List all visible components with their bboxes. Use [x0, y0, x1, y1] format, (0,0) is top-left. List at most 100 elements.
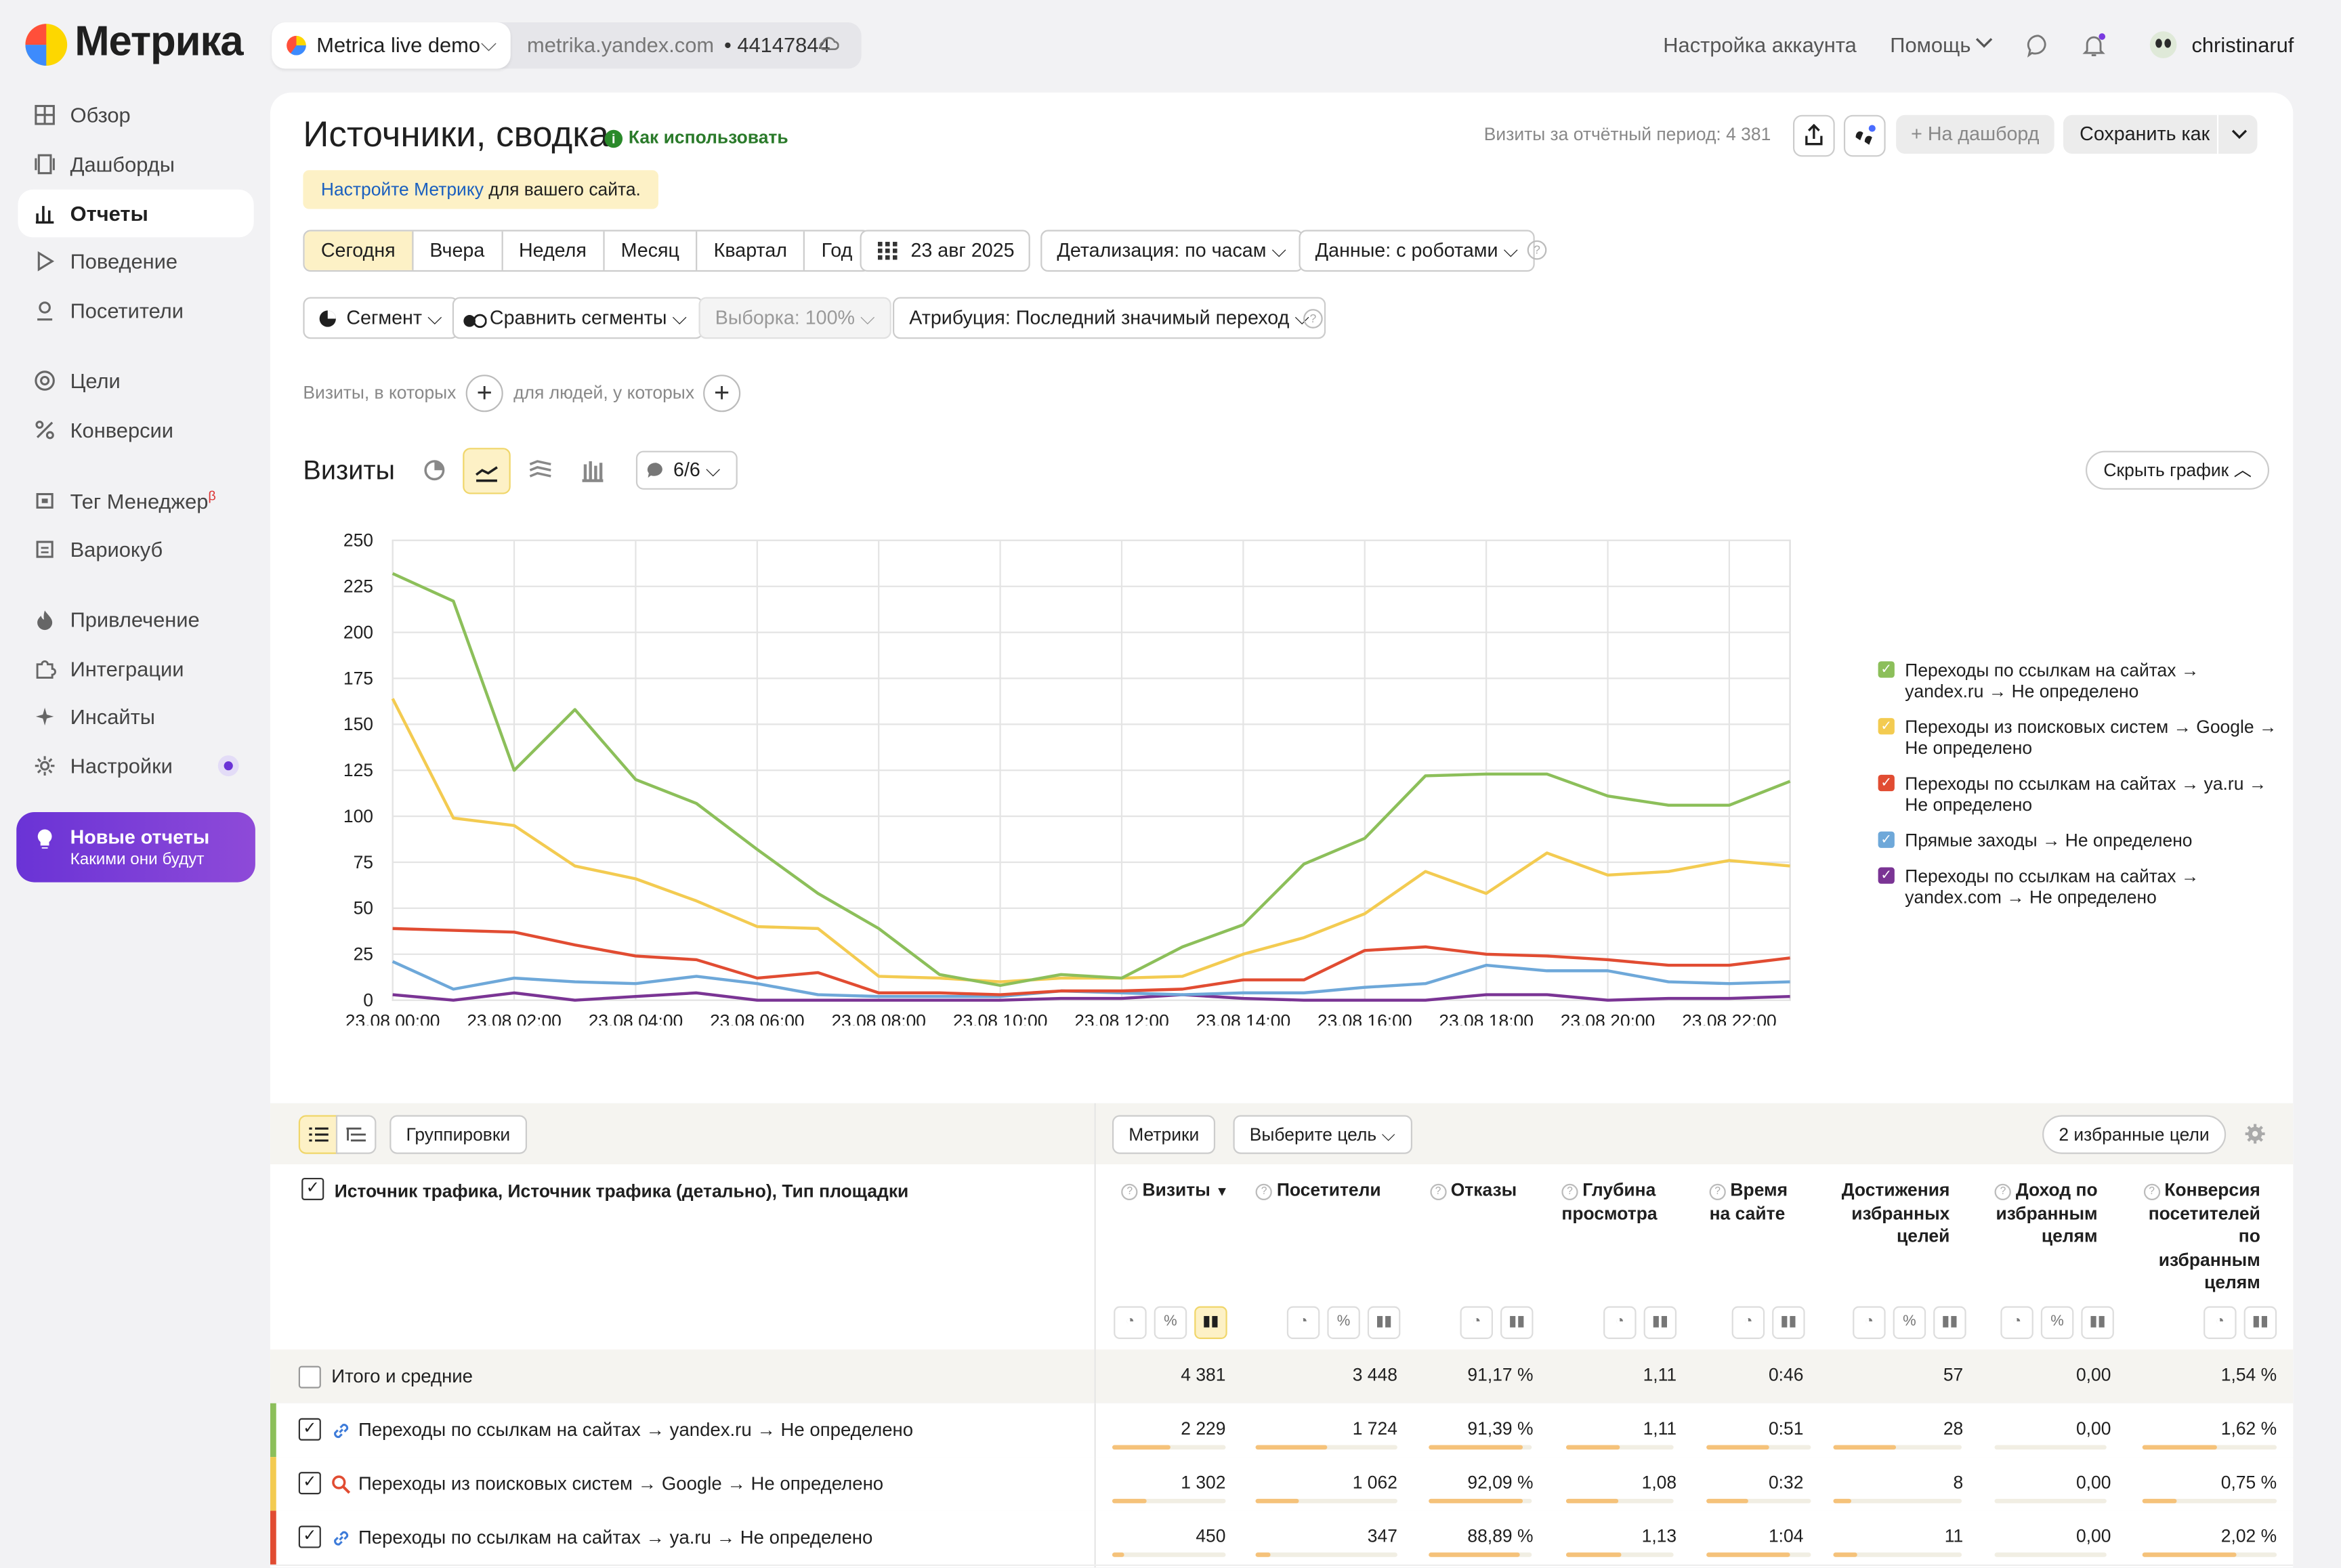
- segment-dropdown[interactable]: Сегмент ⌵: [303, 297, 459, 339]
- date-picker[interactable]: 23 авг 2025: [860, 230, 1031, 272]
- data-mode-dropdown[interactable]: Данные: с роботами ⌵: [1299, 230, 1535, 272]
- table-row-total[interactable]: Итого и средние 4 381 3 448 91,17 % 1,11…: [270, 1349, 2294, 1405]
- legend-item[interactable]: ✓ Переходы по ссылкам на сайтах → ya.ru →…: [1878, 774, 2281, 815]
- bars-icon[interactable]: ▮▮: [1500, 1306, 1534, 1339]
- view-list-button[interactable]: [298, 1115, 339, 1154]
- compare-segments-dropdown[interactable]: Сравнить сегменты ⌵: [452, 297, 704, 339]
- hide-graph-button[interactable]: Скрыть график ︿: [2085, 450, 2270, 490]
- help-icon[interactable]: ?: [1527, 240, 1547, 260]
- account-settings-link[interactable]: Настройка аккаунта: [1663, 33, 1857, 57]
- sidebar-item-conversions[interactable]: Конверсии: [18, 406, 253, 454]
- row-checkbox[interactable]: ✓: [298, 1418, 321, 1441]
- sidebar-item-integrations[interactable]: Интеграции: [18, 645, 253, 693]
- period-yesterday[interactable]: Вчера: [413, 231, 503, 270]
- attribution-dropdown[interactable]: Атрибуция: Последний значимый переход ⌵: [892, 297, 1326, 339]
- table-row[interactable]: ✓ Переходы по ссылкам на сайтах → ya.ru →…: [270, 1510, 2294, 1566]
- period-quarter[interactable]: Квартал: [697, 231, 805, 270]
- bell-icon[interactable]: [2081, 33, 2106, 58]
- bars-icon[interactable]: ▮▮: [1643, 1306, 1677, 1339]
- table-row[interactable]: ✓ Переходы из поисковых систем → Google →…: [270, 1457, 2294, 1512]
- legend-checkbox[interactable]: ✓: [1878, 718, 1895, 735]
- bars-icon[interactable]: ▮▮: [1772, 1306, 1805, 1339]
- legend-item[interactable]: ✓ Переходы из поисковых систем → Google →…: [1878, 717, 2281, 759]
- period-week[interactable]: Неделя: [503, 231, 605, 270]
- favorite-goals-button[interactable]: 2 избранные цели: [2042, 1115, 2226, 1154]
- help-menu[interactable]: Помощь: [1890, 33, 1971, 57]
- pie-icon[interactable]: ◔: [1853, 1306, 1886, 1339]
- add-to-dashboard-button[interactable]: + На дашборд: [1896, 114, 2054, 154]
- legend-checkbox[interactable]: ✓: [1878, 831, 1895, 848]
- chart-type-pie[interactable]: [412, 448, 457, 491]
- cloud-icon[interactable]: [818, 36, 839, 51]
- chart-type-area[interactable]: [518, 448, 563, 491]
- col-depth[interactable]: ? Глубина просмотра: [1561, 1179, 1658, 1224]
- legend-checkbox[interactable]: ✓: [1878, 867, 1895, 884]
- pie-icon[interactable]: ◔: [2203, 1306, 2237, 1339]
- bars-icon[interactable]: ▮▮: [2243, 1306, 2277, 1339]
- col-goal-revenue[interactable]: ? Доход по избранным целям: [1994, 1179, 2098, 1247]
- row-checkbox[interactable]: ✓: [298, 1472, 321, 1495]
- metrics-button[interactable]: Метрики: [1112, 1115, 1216, 1154]
- row-label[interactable]: Переходы из поисковых систем → Google → …: [358, 1473, 884, 1495]
- bars-icon[interactable]: ▮▮: [1933, 1306, 1966, 1339]
- sidebar-item-settings[interactable]: Настройки: [18, 742, 253, 790]
- save-as-button[interactable]: Сохранить как: [2063, 114, 2258, 154]
- chart-type-line[interactable]: [463, 448, 511, 494]
- setup-link[interactable]: Настройте Метрику: [320, 179, 484, 200]
- percent-icon[interactable]: %: [1893, 1306, 1926, 1339]
- groupings-button[interactable]: Группировки: [389, 1115, 527, 1154]
- table-row[interactable]: ✓ Переходы по ссылкам на сайтах → yandex.…: [270, 1403, 2294, 1459]
- legend-item[interactable]: ✓ Переходы по ссылкам на сайтах → yandex.…: [1878, 866, 2281, 908]
- help-icon[interactable]: ?: [1303, 309, 1323, 329]
- goal-select[interactable]: Выберите цель ⌵: [1233, 1115, 1412, 1154]
- legend-item[interactable]: ✓ Переходы по ссылкам на сайтах → yandex.…: [1878, 660, 2281, 702]
- metrika-logo-icon[interactable]: [24, 22, 68, 67]
- row-checkbox[interactable]: [298, 1365, 321, 1389]
- chat-icon[interactable]: [2026, 33, 2051, 58]
- row-checkbox[interactable]: ✓: [298, 1525, 321, 1548]
- percent-icon[interactable]: %: [1327, 1306, 1360, 1339]
- percent-icon[interactable]: %: [2040, 1306, 2074, 1339]
- new-reports-promo[interactable]: Новые отчеты Какими они будут: [16, 811, 255, 883]
- howto-link[interactable]: i Как использовать: [604, 127, 788, 148]
- col-bounces[interactable]: ? Отказы: [1427, 1179, 1517, 1202]
- bars-icon[interactable]: ▮▮: [1367, 1306, 1401, 1339]
- chart-type-bar[interactable]: [570, 448, 615, 491]
- row-label[interactable]: Переходы по ссылкам на сайтах → yandex.r…: [358, 1420, 914, 1441]
- series-selector[interactable]: 6/6 ⌵: [635, 450, 737, 490]
- col-time[interactable]: ? Время на сайте: [1709, 1179, 1788, 1224]
- percent-icon[interactable]: %: [1154, 1306, 1187, 1339]
- pie-icon[interactable]: ◔: [1603, 1306, 1637, 1339]
- legend-checkbox[interactable]: ✓: [1878, 661, 1895, 678]
- avatar[interactable]: [2149, 30, 2178, 60]
- bars-icon[interactable]: ▮▮: [1194, 1306, 1227, 1339]
- sidebar-item-insights[interactable]: Инсайты: [18, 693, 253, 741]
- col-visitors[interactable]: ? Посетители: [1256, 1179, 1381, 1202]
- sidebar-item-visitors[interactable]: Посетители: [18, 287, 253, 335]
- period-today[interactable]: Сегодня: [304, 231, 414, 270]
- gear-icon[interactable]: [2244, 1122, 2266, 1145]
- sample-dropdown[interactable]: Выборка: 100% ⌵: [698, 297, 891, 339]
- export-button[interactable]: [1793, 114, 1835, 157]
- row-label[interactable]: Переходы по ссылкам на сайтах → ya.ru → …: [358, 1527, 873, 1548]
- sidebar-item-dashboards[interactable]: Дашборды: [18, 140, 253, 188]
- legend-item[interactable]: ✓ Прямые заходы → Не определено: [1878, 830, 2281, 851]
- sidebar-item-variocube[interactable]: Вариокуб: [18, 526, 253, 574]
- sidebar-item-goals[interactable]: Цели: [18, 357, 253, 405]
- legend-checkbox[interactable]: ✓: [1878, 774, 1895, 792]
- view-tree-button[interactable]: [335, 1115, 377, 1154]
- pie-icon[interactable]: ◔: [1731, 1306, 1765, 1339]
- col-goal-reaches[interactable]: Достижения избранных целей: [1841, 1179, 1950, 1247]
- logo-text[interactable]: Метрика: [75, 18, 243, 64]
- detail-dropdown[interactable]: Детализация: по часам ⌵: [1040, 230, 1303, 272]
- col-visits[interactable]: ? Визиты ▼: [1121, 1179, 1229, 1204]
- pie-icon[interactable]: ◔: [1460, 1306, 1493, 1339]
- bars-icon[interactable]: ▮▮: [2081, 1306, 2114, 1339]
- username[interactable]: christinaruf: [2191, 33, 2294, 57]
- pie-icon[interactable]: ◔: [1114, 1306, 1147, 1339]
- sidebar-item-acquisition[interactable]: Привлечение: [18, 595, 253, 643]
- select-all-checkbox[interactable]: ✓: [301, 1177, 324, 1201]
- add-people-filter-button[interactable]: +: [703, 375, 741, 412]
- pie-icon[interactable]: ◔: [2000, 1306, 2033, 1339]
- counter-select[interactable]: Metrica live demo ⌵: [272, 22, 511, 69]
